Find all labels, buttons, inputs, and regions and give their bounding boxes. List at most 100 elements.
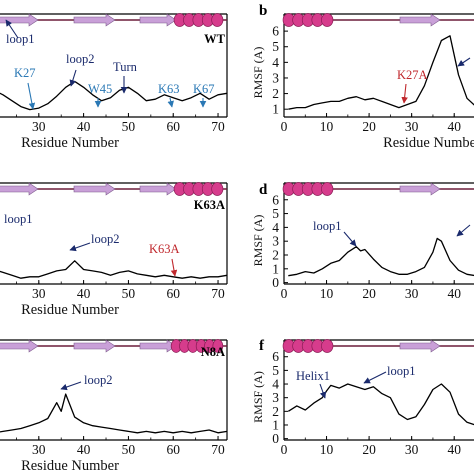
rmsf-series-line <box>0 393 228 434</box>
x-tick-label: 40 <box>77 442 91 457</box>
annotation-arrow <box>69 69 77 87</box>
annotation-label: loop1 <box>387 364 415 378</box>
x-tick-label: 50 <box>122 442 136 457</box>
annotation-arrow <box>27 82 36 110</box>
rmsf-series-line <box>288 35 474 110</box>
y-tick-label: 1 <box>272 417 279 432</box>
x-tick-label: 40 <box>447 119 461 134</box>
x-axis-label: Residue Number <box>21 458 119 474</box>
panel-letter-d: d <box>259 182 268 198</box>
mutant-label: N8A <box>201 345 225 359</box>
y-tick-label: 2 <box>272 86 279 101</box>
annotation-arrow <box>170 258 178 277</box>
beta-strand-arrow <box>139 182 177 196</box>
y-tick-label: 4 <box>272 220 279 235</box>
beta-strand-arrow <box>73 339 116 353</box>
beta-strand-arrow <box>399 182 441 196</box>
x-tick-label: 30 <box>32 286 46 301</box>
x-axis-label: Residue Number <box>383 135 474 151</box>
y-tick-label: 3 <box>272 234 279 249</box>
y-tick-label: 3 <box>272 70 279 85</box>
x-tick-label: 0 <box>281 286 288 301</box>
y-tick-label: 0 <box>272 275 279 290</box>
y-tick-label: 5 <box>272 39 279 54</box>
y-tick-label: 4 <box>272 55 279 70</box>
annotation-label: loop1 <box>6 32 34 46</box>
x-tick-label: 20 <box>362 119 376 134</box>
helix-coil-segment <box>321 13 334 27</box>
helix-coil-segment <box>321 182 334 196</box>
annotation-label: W45 <box>88 82 112 96</box>
x-tick-label: 10 <box>320 119 334 134</box>
y-tick-label: 6 <box>272 192 279 207</box>
x-tick-label: 40 <box>447 286 461 301</box>
beta-strand-arrow <box>73 182 116 196</box>
x-tick-label: 30 <box>405 119 419 134</box>
x-tick-label: 50 <box>122 286 136 301</box>
annotation-label: K63A <box>149 242 180 256</box>
annotation-arrow <box>363 371 387 384</box>
x-axis-label: Residue Number <box>21 135 119 151</box>
annotation-label: K67 <box>193 82 215 96</box>
y-axis-label: RMSF (A) <box>251 47 265 99</box>
x-tick-label: 30 <box>32 442 46 457</box>
helix-coil-segment <box>321 339 334 353</box>
x-tick-label: 20 <box>362 286 376 301</box>
x-tick-label: 60 <box>166 286 180 301</box>
annotation-arrow <box>167 97 174 108</box>
annotation-arrow <box>319 383 327 399</box>
annotation-label: loop1 <box>4 212 32 226</box>
x-tick-label: 70 <box>211 119 225 134</box>
annotation-arrow <box>401 83 408 104</box>
y-tick-label: 4 <box>272 377 279 392</box>
x-tick-label: 30 <box>32 119 46 134</box>
x-tick-label: 30 <box>405 442 419 457</box>
annotation-label: K27 <box>14 66 36 80</box>
annotation-label: Helix1 <box>296 369 330 383</box>
y-tick-label: 5 <box>272 363 279 378</box>
x-tick-label: 0 <box>281 119 288 134</box>
helix-coil-segment <box>211 13 224 27</box>
beta-strand-arrow <box>0 182 39 196</box>
x-tick-label: 70 <box>211 286 225 301</box>
x-axis-label: Residue Number <box>21 302 119 318</box>
y-tick-label: 3 <box>272 390 279 405</box>
x-tick-label: 60 <box>166 442 180 457</box>
y-axis-label: RMSF (A) <box>251 215 265 267</box>
y-tick-label: 1 <box>272 102 279 117</box>
annotation-arrow <box>60 381 82 391</box>
y-tick-label: 5 <box>272 206 279 221</box>
annotation-label: loop2 <box>84 373 112 387</box>
y-axis-label: RMSF (A) <box>251 371 265 423</box>
panel-letter-f: f <box>259 338 265 354</box>
mutant-label: K63A <box>194 198 225 212</box>
helix-coil-segment <box>211 182 224 196</box>
y-tick-label: 6 <box>272 24 279 39</box>
panel-c: 30 40 50 60 70 Residue Number K63A loop1 loop2 K6… <box>0 182 228 318</box>
annotation-arrow-edge <box>456 224 471 237</box>
x-tick-label: 0 <box>281 442 288 457</box>
annotation-arrow <box>5 19 19 39</box>
beta-strand-arrow <box>0 13 39 27</box>
x-tick-label: 10 <box>320 442 334 457</box>
annotation-arrow <box>69 242 91 252</box>
annotation-arrow <box>343 231 357 247</box>
annotation-label: Turn <box>113 60 138 74</box>
y-tick-label: 0 <box>272 431 279 446</box>
helix-coil-segment <box>212 339 224 353</box>
annotation-label: loop1 <box>313 219 341 233</box>
y-tick-label: 6 <box>272 349 279 364</box>
annotation-label: K63 <box>158 82 180 96</box>
x-tick-label: 40 <box>77 119 91 134</box>
annotation-label: K27A <box>397 68 428 82</box>
x-tick-label: 10 <box>320 286 334 301</box>
mutant-label: WT <box>204 32 226 46</box>
annotation-label: loop2 <box>66 52 94 66</box>
x-tick-label: 70 <box>211 442 225 457</box>
annotation-arrow-edge <box>457 57 471 67</box>
x-tick-label: 40 <box>77 286 91 301</box>
